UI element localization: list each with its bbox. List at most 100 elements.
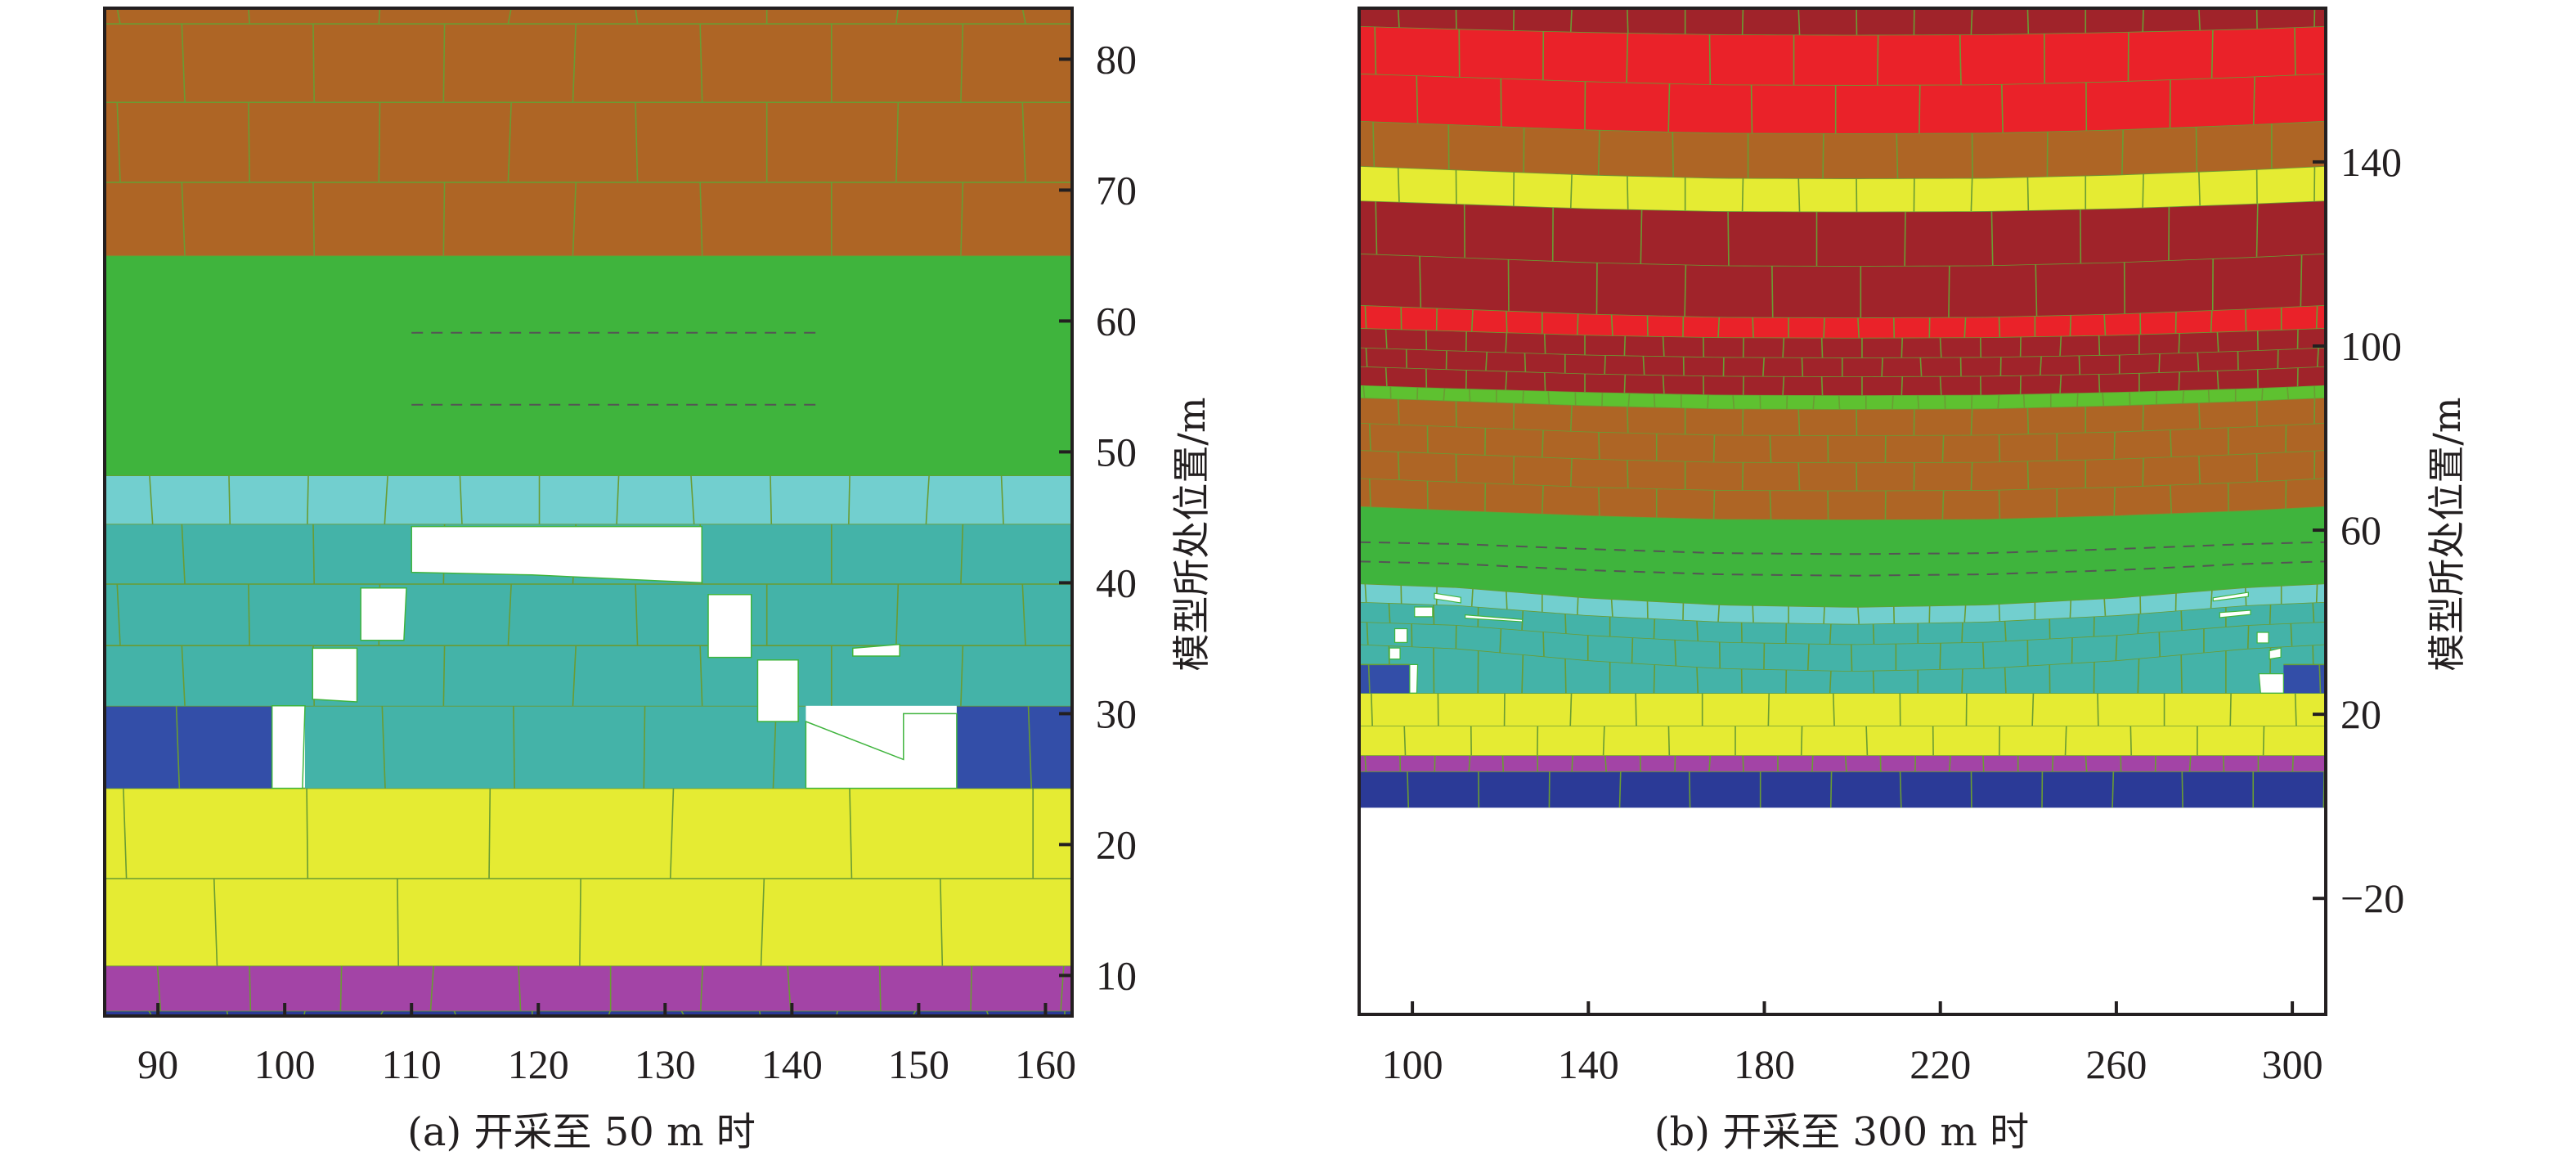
block-joint [507,102,512,182]
block-joint [1364,305,1367,329]
purple-layer [105,965,1072,1011]
block-joint [1959,34,1962,85]
block-joint [2315,305,2318,329]
block-joint [312,24,315,103]
x-tick-label: 220 [1910,1041,1971,1087]
block-joint [2026,407,2030,434]
block-joint [2294,27,2296,75]
block-joint [699,24,703,103]
block-joint [2318,664,2322,694]
x-tick-label: 90 [137,1041,178,1087]
y-tick-label: −20 [2340,875,2404,921]
block-joint [1597,129,1600,176]
block-joint [635,583,639,646]
block-joint [1919,84,1921,133]
block-joint [1364,755,1367,771]
block-joint [2004,667,2007,694]
block-joint [1524,353,1527,372]
y-tick-label: 50 [1096,429,1137,474]
block-joint [2210,29,2214,79]
block-joint [1627,406,1629,433]
block-joint [1598,431,1600,460]
block-joint [2198,402,2201,429]
block-joint [1741,178,1744,212]
x-tick-label: 110 [382,1041,442,1087]
red-thin-layer [1359,304,2326,338]
block-joint [1812,394,1815,409]
block-joint [306,475,309,524]
block-joint [1782,337,1785,357]
x-tick-label: 150 [888,1041,949,1087]
block-joint [2216,370,2219,389]
void-low-left [312,647,358,703]
block-joint [1468,755,1471,771]
teal-layer-1 [1359,622,2326,672]
block-joint [2078,355,2081,375]
block-joint [572,645,577,706]
block-joint [1470,309,1474,332]
void-mid-left [360,587,407,641]
panel-b-caption: (b) 开采至 300 m 时 [1654,1109,2029,1155]
block-joint [1797,462,1801,491]
block-joint [1941,434,1945,463]
block-joint [1623,374,1627,393]
block-joint [1667,726,1671,756]
block-joint [2198,171,2201,206]
block-joint [181,24,186,103]
block-joint [616,475,620,524]
block-joint [1857,606,1860,624]
block-joint [1604,755,1607,771]
block-joint [2210,590,2213,609]
block-joint [1364,583,1367,603]
block-joint [960,182,964,256]
block-joint [2064,726,2067,756]
block-joint [1829,670,1832,694]
block-joint [1741,461,1744,491]
block-joint [1618,771,1622,808]
block-joint [507,583,512,646]
dark-red-thin-1 [1359,366,2326,396]
block-joint [2198,8,2201,30]
block-joint [1577,596,1579,615]
block-joint [2059,374,2062,393]
block-joint [2170,484,2172,514]
block-joint [1569,693,1573,726]
block-joint [1767,693,1770,726]
block-joint [1963,605,1967,623]
void-cyan-right-2 [2219,609,2251,618]
block-joint [2158,353,2161,373]
block-joint [2210,310,2213,332]
block-joint [1365,347,1368,367]
block-joint [116,102,121,182]
brown-layer [105,8,1072,256]
block-joint [1674,639,1677,666]
x-tick-label: 120 [508,1041,569,1087]
block-joint [1021,102,1026,182]
block-joint [1367,664,1371,694]
coal-seam-left [105,705,272,789]
block-joint [1021,583,1026,646]
coal-seam-right [956,705,1072,789]
block-joint [1543,333,1546,354]
block-joint [1610,599,1613,617]
block-joint [1521,654,1524,694]
void-teal-left-2 [1389,647,1401,660]
block-joint [249,965,252,1011]
block-joint [1397,398,1400,425]
block-joint [2026,8,2030,34]
y-tick-label: 60 [2340,507,2381,553]
blue-floor [1359,771,2326,808]
block-joint [2069,314,2072,336]
block-joint [2031,693,2035,726]
block-joint [1963,317,1967,338]
block-joint [1741,8,1744,35]
block-joint [1712,434,1716,462]
block-joint [1640,209,1643,264]
yellow-layer [105,788,1072,966]
block-joint [970,965,973,1011]
block-joint [1571,755,1573,771]
block-joint [1564,613,1567,634]
block-joint [579,878,581,966]
block-joint [1696,667,1699,694]
block-joint [1501,755,1505,771]
